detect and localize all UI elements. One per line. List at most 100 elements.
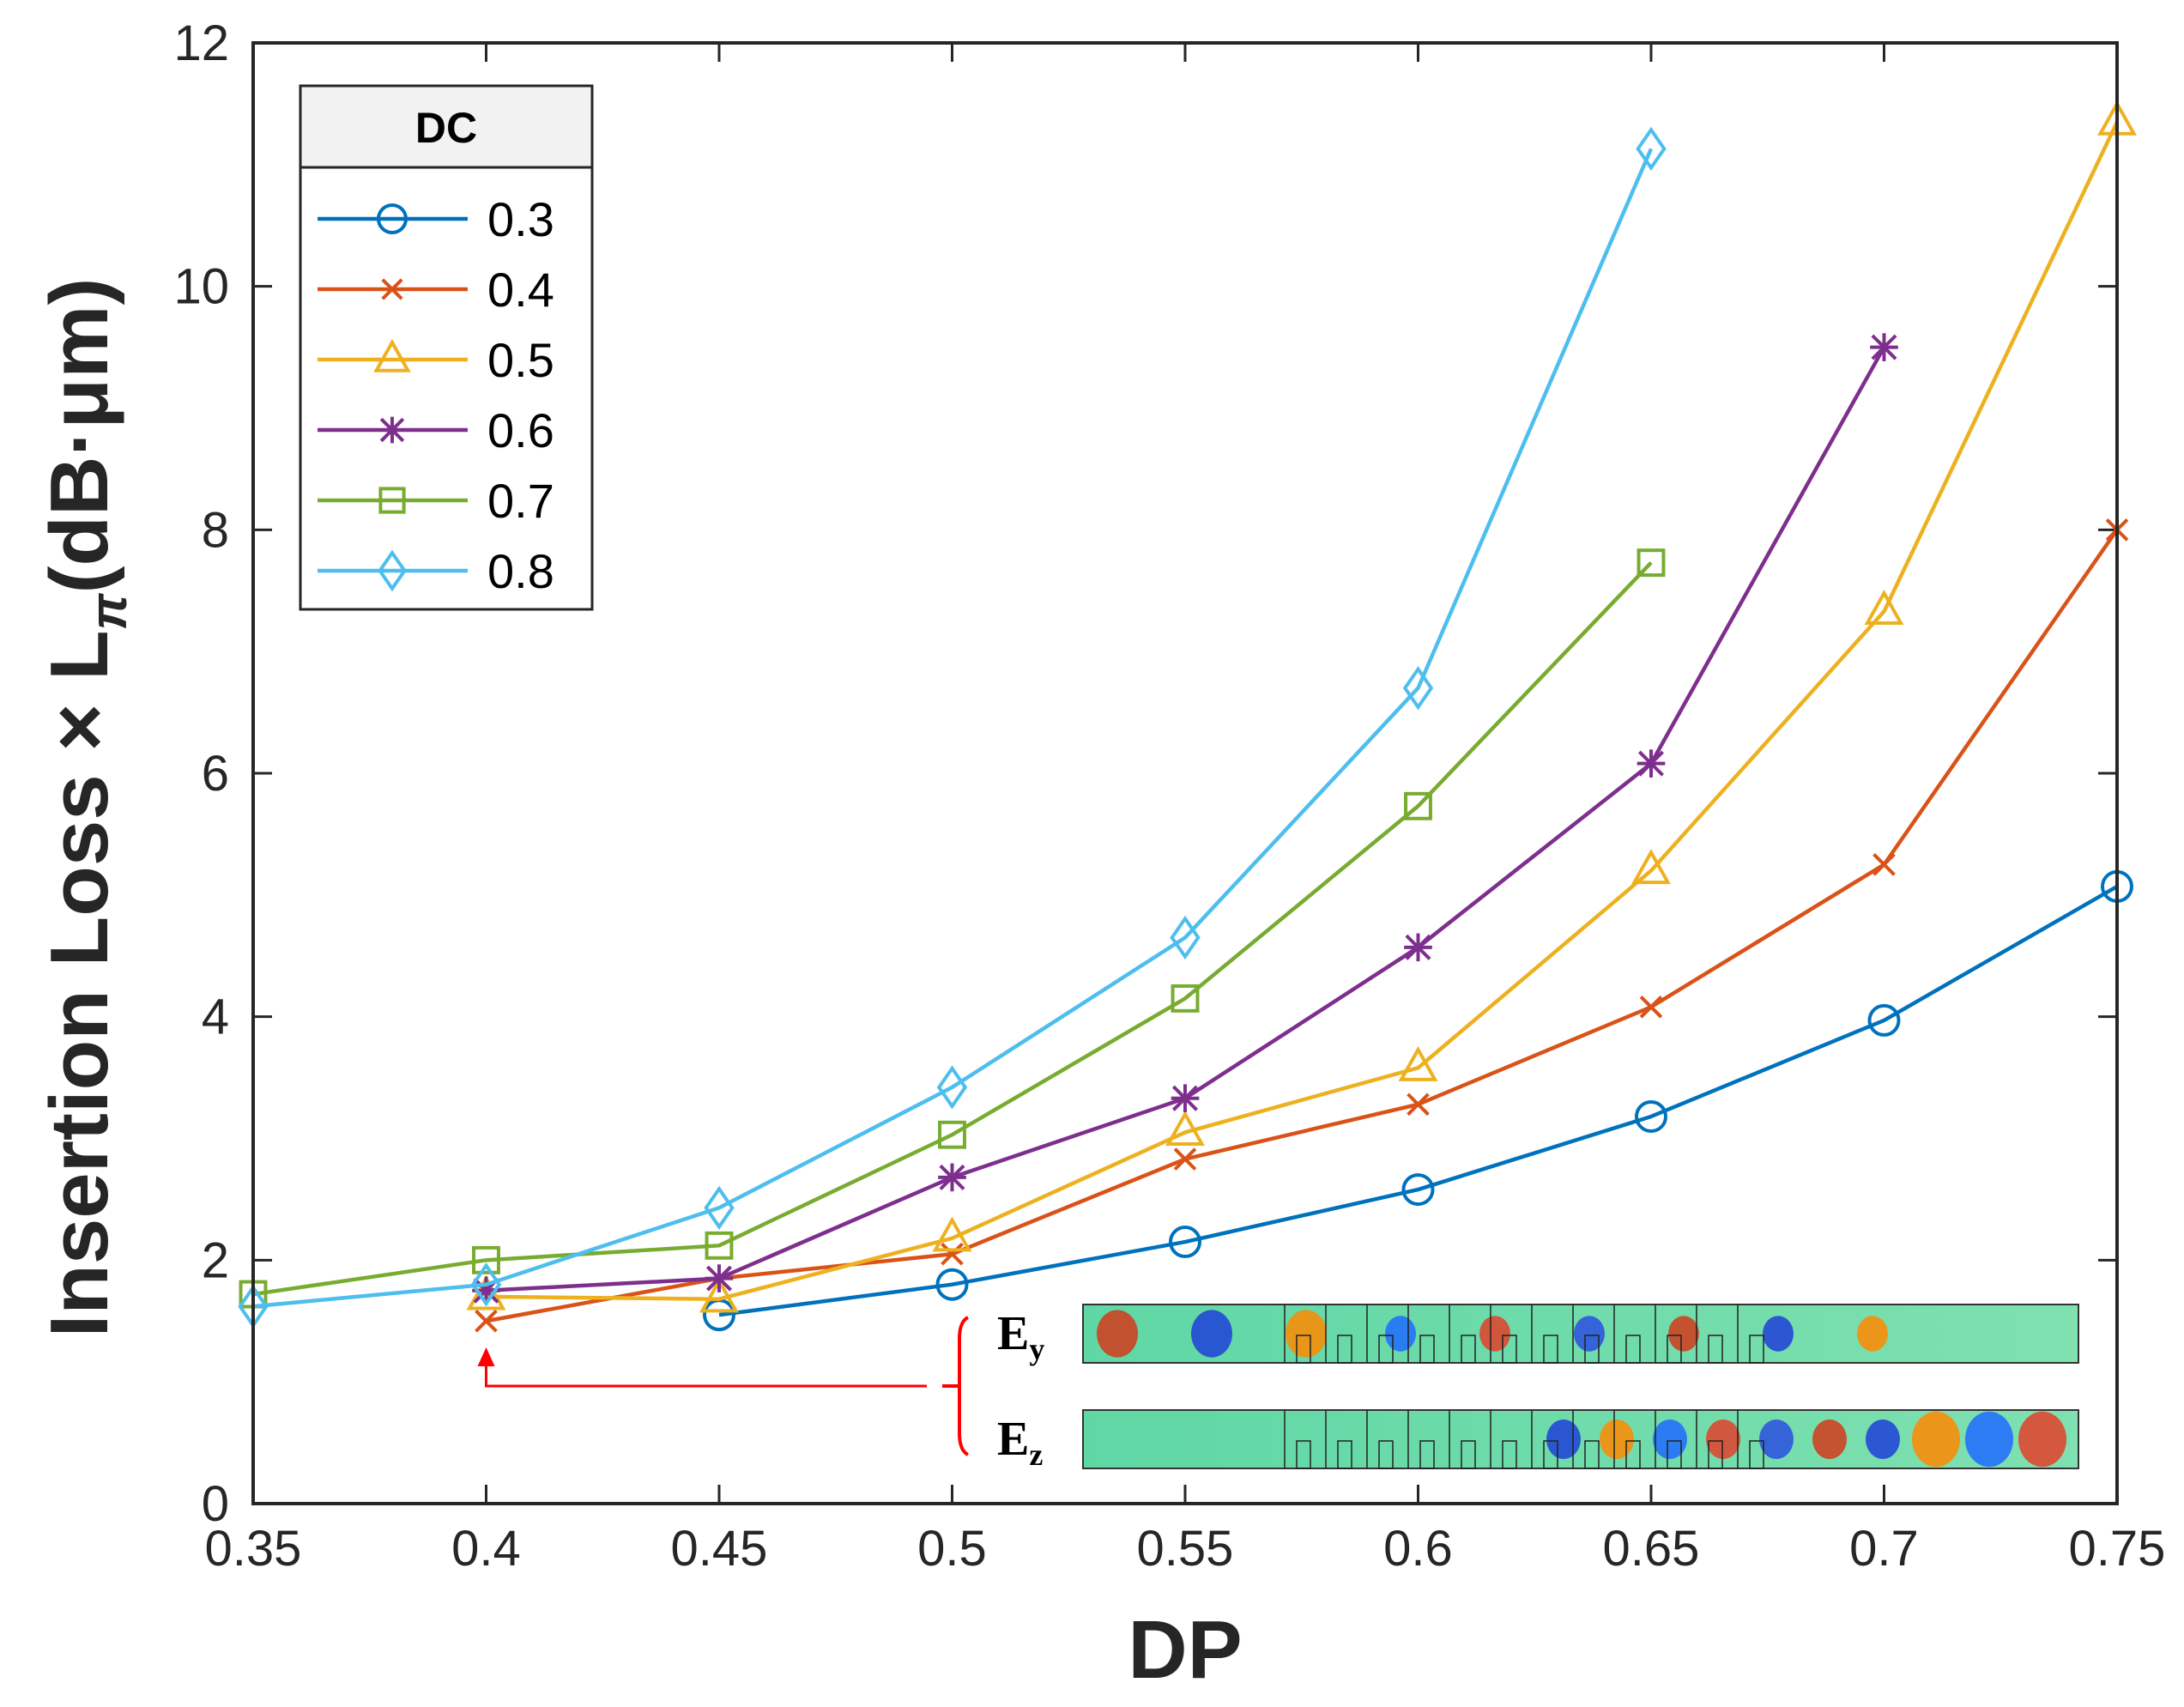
data-point-asterisk xyxy=(1404,933,1432,962)
field-blob xyxy=(1097,1310,1138,1358)
series-line xyxy=(486,346,1886,1293)
x-axis-title: DP xyxy=(1128,1604,1242,1696)
marker-stroke xyxy=(1872,853,1896,876)
data-point-triangle xyxy=(1864,590,1904,625)
field-blob xyxy=(1479,1316,1510,1352)
data-point-square xyxy=(938,1120,966,1149)
legend-entry: 0.6 xyxy=(318,403,554,457)
data-point-asterisk xyxy=(1870,333,1898,361)
grating-tooth xyxy=(1378,1440,1394,1469)
data-point-square xyxy=(1404,791,1432,820)
series-0.4 xyxy=(475,518,2129,1333)
grating-tooth xyxy=(1667,1335,1682,1364)
data-point-asterisk xyxy=(1636,749,1666,778)
data-point-diamond xyxy=(1636,126,1667,172)
field-blob xyxy=(1385,1316,1416,1352)
field-blob xyxy=(1759,1419,1794,1459)
grating-tooth xyxy=(1543,1335,1558,1364)
data-point-x xyxy=(941,1242,964,1266)
data-point-circle xyxy=(377,203,408,234)
y-axis-title-units: (dB·μm) xyxy=(33,278,125,594)
annotation-arrow xyxy=(477,1316,970,1456)
legend-title-box xyxy=(299,84,594,169)
legend-label: 0.6 xyxy=(487,403,554,457)
field-blob xyxy=(2018,1411,2066,1468)
x-tick-label: 0.55 xyxy=(1137,1521,1234,1577)
marker-stroke xyxy=(1639,996,1663,1019)
data-point-x xyxy=(1639,996,1663,1019)
grating-tooth xyxy=(1461,1335,1476,1364)
grating-tooth xyxy=(1419,1440,1435,1469)
field-blob xyxy=(1574,1316,1605,1352)
series-0.3 xyxy=(703,869,2133,1332)
axis-titles: DP Insertion Loss × Lπ(dB·μm) xyxy=(33,278,1243,1696)
data-point-triangle xyxy=(699,1277,739,1313)
x-tick-label: 0.65 xyxy=(1603,1521,1700,1577)
x-tick-label: 0.35 xyxy=(205,1521,302,1577)
grating-tooth xyxy=(1419,1335,1435,1364)
field-map-ey: Ey xyxy=(997,1304,2079,1366)
marker-stroke xyxy=(1407,1093,1430,1117)
field-blob xyxy=(1600,1419,1634,1459)
data-point-asterisk xyxy=(378,416,406,444)
grating-tooth xyxy=(1461,1440,1476,1469)
field-blob xyxy=(1191,1310,1232,1358)
arrow-line xyxy=(485,1360,927,1388)
x-tick-label: 0.4 xyxy=(451,1521,521,1577)
data-point-x xyxy=(1872,853,1896,876)
grating-tooth xyxy=(1502,1335,1517,1364)
field-map-ez: Ez xyxy=(997,1409,2079,1472)
grating-tooth xyxy=(1708,1440,1723,1469)
legend-label: 0.7 xyxy=(487,474,554,528)
marker-stroke xyxy=(1173,1147,1197,1171)
grating-tooth xyxy=(1296,1440,1311,1469)
y-axis-title-subscript: π xyxy=(80,592,137,630)
series-layer xyxy=(238,100,2137,1333)
x-tick-label: 0.75 xyxy=(2069,1521,2166,1577)
field-blob xyxy=(1965,1411,2013,1468)
grating-tooth xyxy=(1502,1440,1517,1469)
grating-tooth xyxy=(1296,1335,1311,1364)
data-point-square xyxy=(1171,984,1200,1013)
field-blob xyxy=(1653,1419,1687,1459)
y-tick-label: 10 xyxy=(173,259,229,315)
series-line xyxy=(252,148,1654,1309)
field-blob xyxy=(1866,1419,1900,1459)
series-0.5 xyxy=(466,100,2137,1313)
series-0.8 xyxy=(238,126,1667,1329)
data-point-circle xyxy=(1401,1173,1435,1207)
legend-label: 0.3 xyxy=(487,192,554,246)
x-tick-label: 0.7 xyxy=(1849,1521,1919,1577)
y-axis-title-main: Insertion Loss × L xyxy=(33,630,125,1337)
data-point-square xyxy=(378,487,406,514)
y-axis-title: Insertion Loss × Lπ(dB·μm) xyxy=(33,278,137,1338)
arrow-head xyxy=(477,1347,495,1366)
grating-tooth xyxy=(1543,1440,1558,1469)
data-point-diamond xyxy=(378,549,407,592)
data-point-x xyxy=(475,1309,498,1333)
field-blob xyxy=(1912,1411,1960,1468)
data-point-circle xyxy=(1169,1226,1201,1259)
data-point-triangle xyxy=(932,1216,972,1252)
data-point-diamond xyxy=(470,1262,502,1307)
data-point-triangle xyxy=(1165,1111,1205,1147)
grating-tooth xyxy=(1708,1335,1723,1364)
legend-entry: 0.5 xyxy=(318,333,554,387)
ez-label: Ez xyxy=(997,1413,1043,1472)
data-point-triangle xyxy=(373,338,411,372)
x-tick-label: 0.6 xyxy=(1383,1521,1453,1577)
field-blob xyxy=(1286,1310,1327,1358)
field-blob xyxy=(1546,1419,1581,1459)
data-point-circle xyxy=(1867,1003,1901,1037)
x-tick-label: 0.5 xyxy=(917,1521,987,1577)
plot-frame xyxy=(251,41,2119,1505)
data-point-diamond xyxy=(936,1065,968,1110)
grating-tooth xyxy=(1625,1335,1641,1364)
x-tick-label: 0.45 xyxy=(671,1521,768,1577)
legend: DC0.3 0.4 0.5 0.6 0.7 0.8 xyxy=(299,84,594,611)
field-blob xyxy=(1857,1316,1888,1352)
legend-entry: 0.3 xyxy=(318,192,554,246)
y-tick-label: 12 xyxy=(173,15,229,71)
legend-label: 0.8 xyxy=(487,544,554,598)
